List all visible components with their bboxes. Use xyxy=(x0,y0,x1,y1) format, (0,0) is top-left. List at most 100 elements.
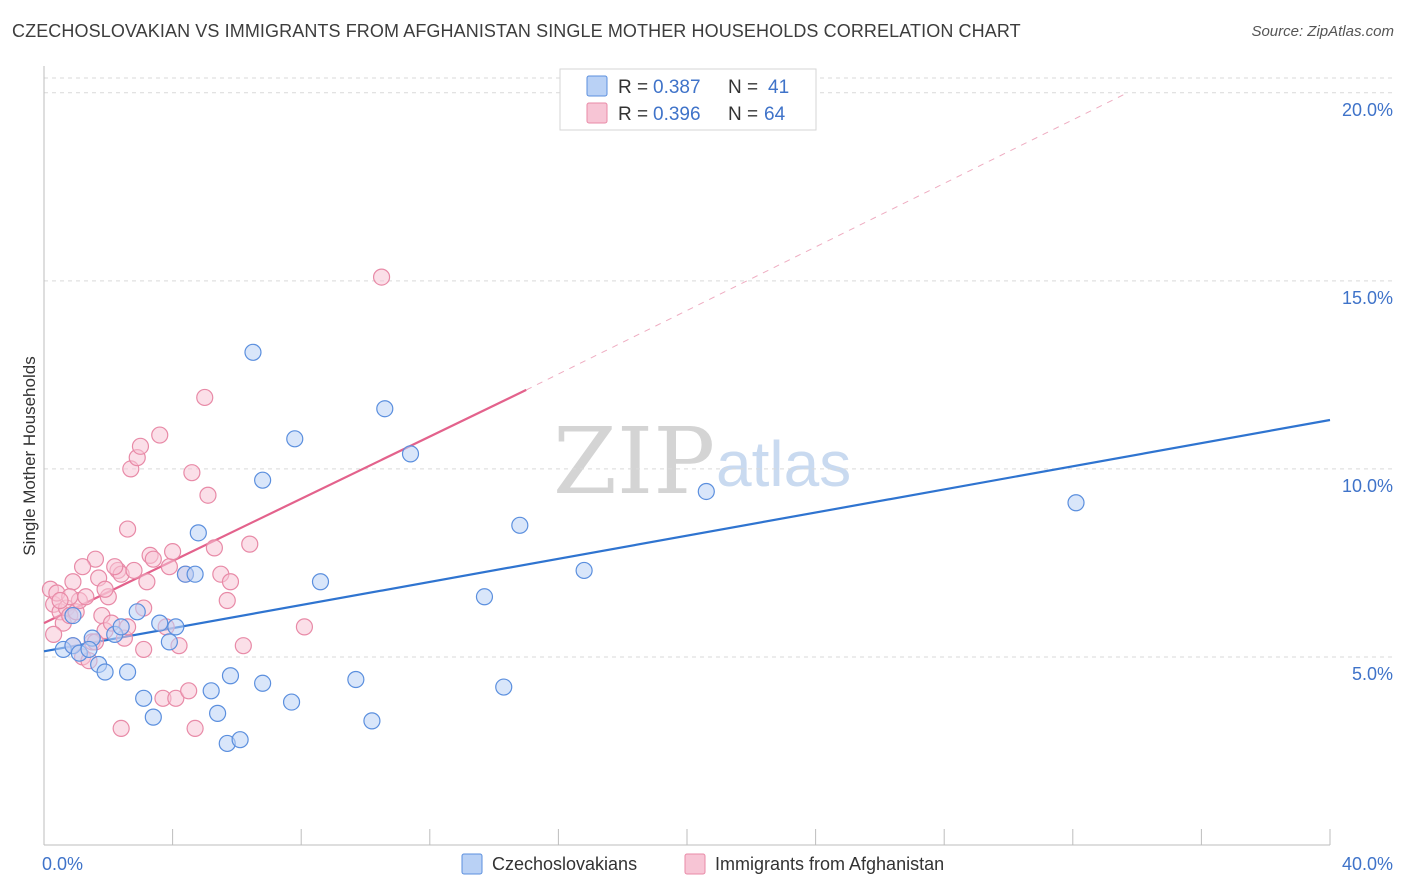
trend-line-czechoslovakians xyxy=(43,418,1331,653)
point-czechoslovakians xyxy=(118,663,137,681)
point-czechoslovakians xyxy=(96,663,114,681)
point-afghanistan xyxy=(144,550,162,568)
y-tick-label: 20.0% xyxy=(1342,100,1393,120)
point-afghanistan xyxy=(221,573,240,591)
trend-lines xyxy=(43,92,1331,653)
point-czechoslovakians xyxy=(80,640,98,659)
point-afghanistan xyxy=(45,625,63,643)
point-afghanistan xyxy=(73,558,92,576)
legend-r-label-1: R = xyxy=(618,104,648,125)
point-afghanistan xyxy=(180,682,198,700)
point-czechoslovakians xyxy=(347,670,365,689)
trend-line-afghanistan xyxy=(43,388,527,625)
source-label: Source: ZipAtlas.com xyxy=(1251,23,1394,40)
legend-r-value-1: 0.396 xyxy=(653,104,701,125)
point-afghanistan xyxy=(199,486,217,504)
point-afghanistan xyxy=(196,388,214,407)
point-czechoslovakians xyxy=(221,667,240,685)
point-czechoslovakians xyxy=(376,400,394,418)
series-legend: Czechoslovakians Immigrants from Afghani… xyxy=(461,853,944,875)
point-afghanistan xyxy=(234,637,252,655)
point-czechoslovakians xyxy=(495,678,513,696)
point-afghanistan xyxy=(295,618,314,636)
series-legend-swatch-czechoslovakians xyxy=(461,853,483,875)
y-tick-label: 5.0% xyxy=(1352,664,1393,684)
point-afghanistan xyxy=(106,558,124,576)
legend-swatch-czechoslovakians xyxy=(586,75,608,97)
point-czechoslovakians xyxy=(231,731,249,749)
point-afghanistan xyxy=(151,426,169,444)
point-czechoslovakians xyxy=(697,482,715,501)
point-afghanistan xyxy=(183,464,201,482)
trend-line-afghanistan-extension xyxy=(526,92,1128,391)
legend-n-label-1: N = xyxy=(728,104,758,125)
point-afghanistan xyxy=(164,543,182,561)
tick-labels: 0.0% 40.0% 5.0% 10.0% 15.0% 20.0% xyxy=(42,100,1393,874)
point-afghanistan xyxy=(131,437,150,455)
point-czechoslovakians xyxy=(244,343,262,361)
point-afghanistan xyxy=(86,550,105,568)
series-legend-swatch-afghanistan xyxy=(684,853,706,875)
point-czechoslovakians xyxy=(167,618,185,636)
watermark: ZIP atlas xyxy=(553,408,851,515)
y-tick-label: 10.0% xyxy=(1342,476,1393,496)
point-afghanistan xyxy=(118,520,137,538)
point-czechoslovakians xyxy=(160,633,178,651)
point-czechoslovakians xyxy=(254,674,272,692)
point-czechoslovakians xyxy=(202,682,220,700)
point-afghanistan xyxy=(218,591,236,610)
point-czechoslovakians xyxy=(575,561,593,580)
chart-title: CZECHOSLOVAKIAN VS IMMIGRANTS FROM AFGHA… xyxy=(12,21,1021,41)
point-czechoslovakians xyxy=(209,704,227,722)
point-czechoslovakians xyxy=(286,430,304,448)
x-tick-label-min: 0.0% xyxy=(42,854,83,874)
point-afghanistan xyxy=(138,573,156,591)
point-czechoslovakians xyxy=(189,524,207,542)
point-afghanistan xyxy=(372,268,391,286)
legend-n-value-0: 41 xyxy=(768,77,789,98)
watermark-atlas: atlas xyxy=(716,428,851,500)
y-tick-label: 15.0% xyxy=(1342,288,1393,308)
point-afghanistan xyxy=(51,591,69,610)
point-czechoslovakians xyxy=(401,445,420,463)
point-afghanistan xyxy=(160,558,178,576)
series-legend-label-afghanistan: Immigrants from Afghanistan xyxy=(715,854,944,874)
watermark-zip: ZIP xyxy=(553,408,715,515)
point-afghanistan xyxy=(77,588,95,606)
point-czechoslovakians xyxy=(186,565,204,583)
correlation-legend: R = 0.387 N = 41 R = 0.396 N = 64 xyxy=(559,68,817,131)
point-czechoslovakians xyxy=(311,573,330,591)
point-afghanistan xyxy=(112,719,130,738)
y-axis-title: Single Mother Households xyxy=(20,356,39,555)
point-czechoslovakians xyxy=(511,516,529,534)
point-afghanistan xyxy=(125,561,143,580)
legend-n-label-0: N = xyxy=(728,77,758,98)
axes xyxy=(43,66,1331,846)
point-czechoslovakians xyxy=(1067,494,1085,512)
point-czechoslovakians xyxy=(135,689,153,707)
point-afghanistan xyxy=(205,539,223,557)
point-czechoslovakians xyxy=(112,618,130,636)
legend-swatch-afghanistan xyxy=(586,102,608,124)
point-afghanistan xyxy=(64,573,82,591)
point-afghanistan xyxy=(186,719,204,738)
point-afghanistan xyxy=(96,580,114,598)
point-afghanistan xyxy=(167,689,185,707)
series-czechoslovakians-points xyxy=(54,343,1085,753)
point-czechoslovakians xyxy=(282,693,301,711)
point-czechoslovakians xyxy=(363,712,381,730)
point-czechoslovakians xyxy=(254,471,272,489)
point-czechoslovakians xyxy=(128,603,146,621)
x-tick-label-max: 40.0% xyxy=(1342,854,1393,874)
point-czechoslovakians xyxy=(475,588,494,606)
point-czechoslovakians xyxy=(151,614,169,632)
point-afghanistan xyxy=(135,640,153,659)
legend-r-value-0: 0.387 xyxy=(653,77,701,98)
point-afghanistan xyxy=(241,535,259,553)
point-czechoslovakians xyxy=(144,708,162,726)
legend-r-label-0: R = xyxy=(618,77,648,98)
gridlines xyxy=(44,77,1393,658)
legend-n-value-1: 64 xyxy=(764,104,786,125)
point-czechoslovakians xyxy=(64,606,82,625)
